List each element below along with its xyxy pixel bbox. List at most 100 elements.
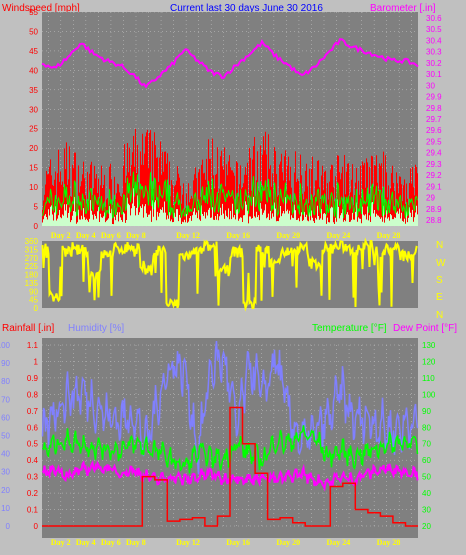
wind-y-tick: 5	[34, 203, 39, 212]
direction-y-tick: 45	[29, 296, 38, 305]
temperature-y-tick: 100	[422, 390, 436, 399]
wind-y-tick: 50	[29, 27, 38, 36]
barometer-y-tick: 29.4	[426, 149, 442, 158]
rain-y-tick: 0	[34, 522, 39, 531]
climate-x-tick: Day 6	[101, 538, 121, 547]
rain-y-tick: 0.6	[27, 423, 39, 432]
temperature-y-tick: 30	[422, 506, 431, 515]
wind-x-tick: Day 28	[377, 231, 401, 240]
rain-y-tick: 1	[34, 357, 39, 366]
rain-y-tick: 0.7	[27, 407, 39, 416]
wind-x-tick: Day 2	[51, 231, 71, 240]
climate-x-tick: Day 24	[327, 538, 351, 547]
wind-x-tick: Day 24	[327, 231, 351, 240]
wind-x-tick: Day 4	[76, 231, 96, 240]
rain-header: Rainfall [.in]	[2, 323, 54, 334]
wind-y-tick: 15	[29, 164, 38, 173]
wind-y-tick: 45	[29, 47, 38, 56]
compass-w: W	[436, 258, 446, 269]
barometer-y-tick: 28.9	[426, 205, 442, 214]
temperature-y-tick: 60	[422, 456, 431, 465]
climate-x-tick: Day 16	[226, 538, 250, 547]
humidity-y-tick: 10	[1, 504, 10, 513]
direction-series	[41, 237, 418, 312]
wind-y-tick: 20	[29, 144, 38, 153]
temperature-y-tick: 70	[422, 440, 431, 449]
direction-y-tick: 180	[25, 271, 39, 280]
temperature-y-tick: 50	[422, 473, 431, 482]
wind-x-tick: Day 12	[176, 231, 200, 240]
humidity-y-tick: 40	[1, 450, 10, 459]
barometer-y-tick: 29	[426, 194, 435, 203]
humidity-y-tick: 30	[1, 468, 10, 477]
temperature-y-tick: 20	[422, 522, 431, 531]
humidity-y-tick: 60	[1, 413, 10, 422]
temperature-header: Temperature [°F]	[312, 323, 387, 334]
dewpoint-header: Dew Point [°F]	[393, 323, 457, 334]
direction-y-tick: 270	[25, 254, 39, 263]
temperature-y-tick: 120	[422, 357, 436, 366]
rain-y-tick: 0.5	[27, 440, 39, 449]
direction-y-tick: 0	[34, 304, 39, 313]
barometer-y-tick: 29.8	[426, 104, 442, 113]
climate-x-tick: Day 28	[377, 538, 401, 547]
barometer-series	[41, 38, 419, 89]
wind-average-series	[42, 171, 418, 220]
temperature-y-tick: 130	[422, 341, 436, 350]
barometer-y-tick: 30.4	[426, 36, 442, 45]
rain-y-tick: 0.4	[27, 456, 39, 465]
wind-y-tick: 0	[34, 222, 39, 231]
barometer-y-tick: 30.1	[426, 70, 442, 79]
wind-low-series	[42, 188, 418, 226]
windspeed-header: Windspeed [mph]	[2, 3, 80, 14]
wind-y-tick: 30	[29, 105, 38, 114]
direction-y-tick: 315	[25, 245, 39, 254]
wind-x-tick: Day 6	[101, 231, 121, 240]
rain-y-tick: 0.1	[27, 506, 39, 515]
barometer-y-tick: 30.6	[426, 14, 442, 23]
rainfall-series	[42, 406, 418, 527]
barometer-y-tick: 29.7	[426, 115, 442, 124]
rain-y-tick: 1.1	[27, 341, 39, 350]
wind-direction-series	[41, 237, 418, 312]
climate-x-tick: Day 4	[76, 538, 96, 547]
wind-y-tick: 35	[29, 86, 38, 95]
humidity-y-tick: 80	[1, 377, 10, 386]
wind-y-tick: 40	[29, 66, 38, 75]
barometer-series	[41, 38, 419, 89]
barometer-y-tick: 29.1	[426, 182, 442, 191]
barometer-y-tick: 29.9	[426, 93, 442, 102]
barometer-y-tick: 29.5	[426, 137, 442, 146]
rain-y-tick: 0.3	[27, 473, 39, 482]
axis-ticks: 051015202530354045505528.828.92929.129.2…	[0, 8, 442, 547]
barometer-y-tick: 29.3	[426, 160, 442, 169]
humidity-y-tick: 20	[1, 486, 10, 495]
wind-series	[42, 128, 418, 226]
wind-y-tick: 10	[29, 183, 38, 192]
temperature-y-tick: 90	[422, 407, 431, 416]
compass-n-top: N	[436, 240, 443, 251]
compass-n-bottom: N	[436, 310, 443, 321]
barometer-y-tick: 28.8	[426, 216, 442, 225]
direction-y-tick: 90	[29, 287, 38, 296]
wind-x-tick: Day 20	[276, 231, 300, 240]
humidity-y-tick: 0	[6, 522, 11, 531]
wind-x-tick: Day 8	[126, 231, 146, 240]
wind-y-tick: 55	[29, 8, 38, 17]
barometer-y-tick: 29.6	[426, 126, 442, 135]
climate-x-tick: Day 2	[51, 538, 71, 547]
humidity-y-tick: 90	[1, 359, 10, 368]
climate-x-tick: Day 12	[176, 538, 200, 547]
barometer-y-tick: 30	[426, 81, 435, 90]
compass-s: S	[436, 275, 443, 286]
rain-y-tick: 0.8	[27, 390, 39, 399]
humidity-series	[41, 341, 419, 475]
rain-y-tick: 0.9	[27, 374, 39, 383]
humidity-y-tick: 70	[1, 395, 10, 404]
climate-x-tick: Day 8	[126, 538, 146, 547]
humidity-y-tick: 50	[1, 432, 10, 441]
wind-x-tick: Day 16	[226, 231, 250, 240]
barometer-y-tick: 30.3	[426, 48, 442, 57]
temperature-y-tick: 80	[422, 423, 431, 432]
